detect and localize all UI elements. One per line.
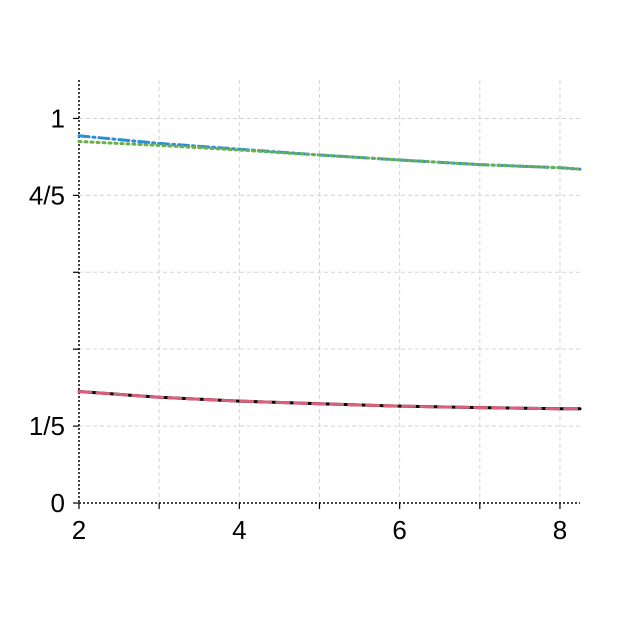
x-tick-label: 8 bbox=[553, 515, 567, 545]
series-line-3 bbox=[77, 390, 582, 411]
x-tick-label: 2 bbox=[72, 515, 86, 545]
y-tick-label: 4/5 bbox=[29, 180, 65, 210]
x-tick-label: 6 bbox=[392, 515, 406, 545]
y-tick-label: 0 bbox=[51, 488, 65, 518]
y-tick-label: 1/5 bbox=[29, 411, 65, 441]
axes bbox=[73, 80, 580, 509]
series-group bbox=[77, 134, 582, 411]
tick-labels: 2 4 6 8 0 1/5 4/5 1 bbox=[29, 103, 567, 545]
x-tick-label: 4 bbox=[232, 515, 246, 545]
series-line-2 bbox=[77, 140, 582, 171]
y-tick-label: 1 bbox=[51, 103, 65, 133]
series-line-4 bbox=[77, 390, 582, 411]
